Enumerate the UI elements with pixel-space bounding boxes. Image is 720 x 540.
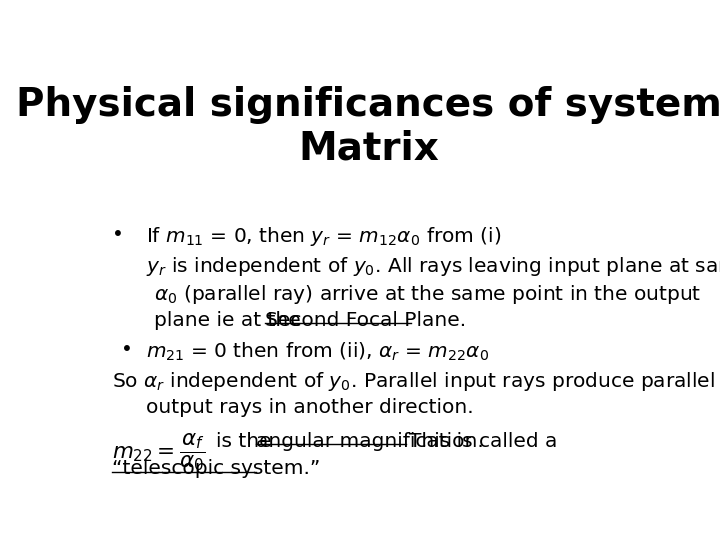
Text: Physical significances of system
Matrix: Physical significances of system Matrix xyxy=(16,85,720,167)
Text: $m_{21}$ = 0 then from (ii), $\alpha_r$ = $m_{22}\alpha_0$: $m_{21}$ = 0 then from (ii), $\alpha_r$ … xyxy=(145,341,489,363)
Text: $m_{22} = \dfrac{\alpha_f}{\alpha_0}$: $m_{22} = \dfrac{\alpha_f}{\alpha_0}$ xyxy=(112,431,206,474)
Text: $y_r$ is independent of $y_0$. All rays leaving input plane at same: $y_r$ is independent of $y_0$. All rays … xyxy=(145,255,720,278)
Text: “telescopic system.”: “telescopic system.” xyxy=(112,460,320,478)
Text: •: • xyxy=(121,341,132,360)
Text: is the: is the xyxy=(215,431,277,450)
Text: So $\alpha_r$ independent of $y_0$. Parallel input rays produce parallel: So $\alpha_r$ independent of $y_0$. Para… xyxy=(112,370,715,394)
Text: angular magnification.: angular magnification. xyxy=(256,431,484,450)
Text: $\alpha_0$ (parallel ray) arrive at the same point in the output: $\alpha_0$ (parallel ray) arrive at the … xyxy=(154,282,701,306)
Text: •: • xyxy=(112,225,124,244)
Text: output rays in another direction.: output rays in another direction. xyxy=(145,399,474,417)
Text: If $m_{11}$ = 0, then $y_r$ = $m_{12}\alpha_0$ from (i): If $m_{11}$ = 0, then $y_r$ = $m_{12}\al… xyxy=(145,225,501,248)
Text: This is called a: This is called a xyxy=(409,431,557,450)
Text: plane ie at the: plane ie at the xyxy=(154,310,307,329)
Text: Second Focal Plane.: Second Focal Plane. xyxy=(265,310,466,329)
